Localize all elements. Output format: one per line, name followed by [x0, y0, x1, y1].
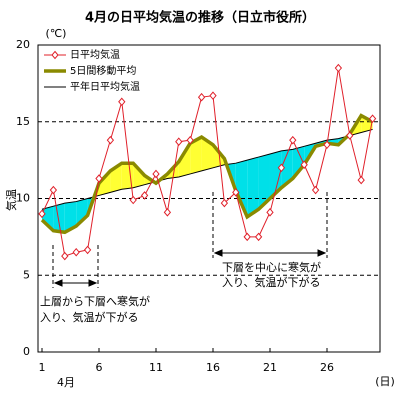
above-normal-fill [178, 143, 191, 178]
y-tick-label: 15 [16, 115, 30, 128]
annotation-text: 下層を中心に寒気が [222, 260, 321, 274]
y-tick-label: 10 [16, 192, 30, 205]
above-normal-fill [98, 170, 111, 196]
x-tick-label: 1 [38, 361, 45, 374]
data-point [163, 208, 172, 217]
x-tick-label: 21 [263, 361, 277, 374]
data-point [152, 169, 160, 179]
data-point [118, 97, 126, 107]
data-point [61, 251, 69, 261]
legend-label: 5日間移動平均 [70, 64, 136, 77]
data-point [277, 163, 286, 173]
below-normal-fill [76, 198, 88, 227]
above-normal-fill [201, 137, 213, 171]
arrow-head [53, 279, 98, 287]
data-point [209, 91, 217, 100]
data-point [232, 188, 240, 197]
data-point [220, 198, 229, 208]
data-point [83, 245, 92, 255]
below-normal-fill [269, 150, 282, 199]
y-tick-label: 20 [16, 38, 30, 51]
data-point [129, 195, 137, 205]
legend-label: 日平均気温 [70, 48, 120, 61]
data-point [266, 208, 274, 217]
data-point [289, 135, 297, 145]
data-point [323, 140, 331, 150]
below-normal-fill [247, 157, 259, 217]
month-label: 4月 [57, 376, 75, 389]
data-point [140, 191, 149, 200]
below-normal-fill [41, 206, 54, 231]
below-normal-fill [292, 146, 305, 179]
y-tick-label: 0 [23, 345, 30, 358]
data-point [300, 160, 308, 169]
chart-title: 4月の日平均気温の推移（日立市役所） [85, 10, 315, 26]
below-normal-fill [281, 149, 293, 188]
data-point [197, 92, 206, 102]
x-unit: (日) [375, 375, 395, 388]
data-point [254, 232, 263, 242]
series-line [41, 67, 374, 257]
x-tick-label: 6 [95, 361, 102, 374]
data-point [106, 135, 115, 145]
y-axis-label: 気温 [4, 189, 18, 211]
data-point [357, 175, 365, 185]
data-point [38, 209, 46, 219]
above-normal-fill [121, 163, 134, 190]
data-point [186, 135, 194, 145]
annotation-text: 入り、気温が下がる [40, 310, 139, 324]
below-normal-fill [53, 203, 65, 233]
data-point [49, 185, 58, 195]
x-tick-label: 26 [320, 361, 334, 374]
x-tick-label: 16 [206, 361, 220, 374]
series-line [40, 113, 374, 235]
below-normal-fill [258, 153, 270, 210]
annotation-text: 上層から下層へ寒気が [40, 294, 150, 308]
arrow-head [213, 249, 327, 257]
above-normal-fill [133, 163, 145, 188]
data-point [243, 232, 251, 242]
y-tick-label: 5 [23, 268, 30, 281]
below-normal-fill [64, 201, 77, 233]
x-tick-label: 11 [149, 361, 163, 374]
below-normal-fill [235, 160, 248, 217]
legend-label: 平年日平均気温 [70, 80, 140, 93]
above-normal-fill [361, 115, 373, 133]
data-point [311, 185, 320, 195]
data-point [368, 114, 377, 123]
data-point [175, 137, 183, 146]
y-unit: (℃) [46, 27, 67, 40]
plot-frame [37, 44, 381, 353]
legend-marker [51, 50, 59, 60]
above-normal-fill [190, 137, 202, 174]
series-line [41, 128, 373, 210]
data-point [346, 131, 354, 140]
data-point [95, 174, 103, 183]
data-point [334, 63, 343, 73]
annotation-marks [52, 192, 328, 288]
data-point [72, 247, 80, 257]
annotation-text: 入り、気温が下がる [222, 275, 321, 289]
